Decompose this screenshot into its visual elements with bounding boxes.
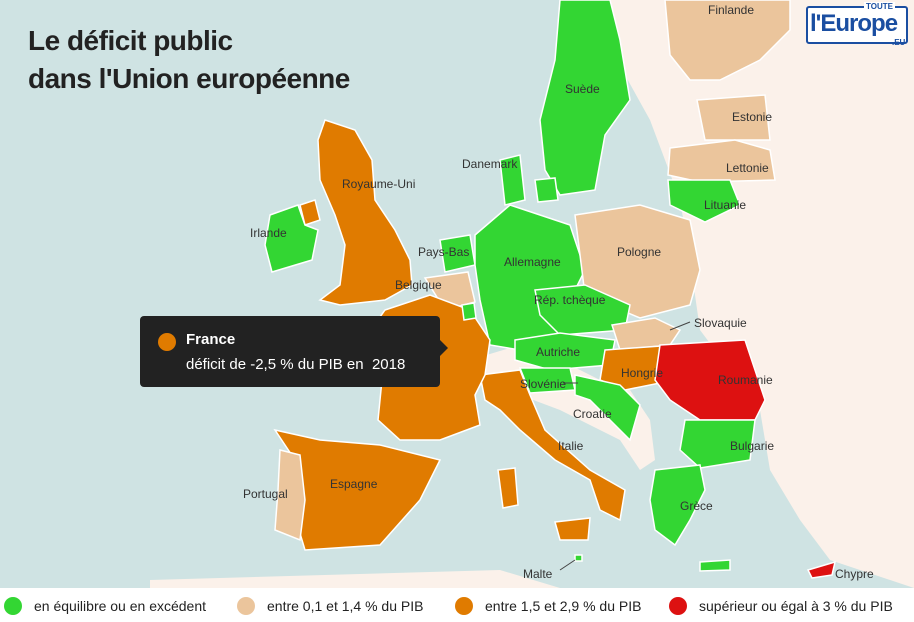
logo-word: l'Europe <box>810 10 898 37</box>
label-autriche: Autriche <box>536 345 580 359</box>
country-lettonie[interactable] <box>667 139 776 183</box>
label-suede: Suède <box>565 82 600 96</box>
country-suede[interactable] <box>539 0 631 196</box>
tooltip-color-dot <box>158 333 176 351</box>
label-malte: Malte <box>523 567 553 581</box>
label-lituanie: Lituanie <box>704 198 746 212</box>
country-estonie[interactable] <box>696 94 771 141</box>
country-portugal[interactable] <box>274 449 306 542</box>
callout-slovaquie <box>669 321 691 331</box>
country-royaume-uni[interactable] <box>317 119 413 306</box>
legend-item-eleve: supérieur ou égal à 3 % du PIB <box>669 596 893 616</box>
label-pays-bas: Pays-Bas <box>418 245 469 259</box>
label-chypre: Chypre <box>835 567 874 581</box>
label-belgique: Belgique <box>395 278 442 292</box>
page-title: Le déficit public dans l'Union européenn… <box>28 22 350 98</box>
country-danemark[interactable] <box>499 154 559 206</box>
label-slovenie: Slovénie <box>520 377 566 391</box>
label-royaume-uni: Royaume-Uni <box>342 177 415 191</box>
legend-label-moyen: entre 1,5 et 2,9 % du PIB <box>485 598 642 614</box>
label-slovaquie: Slovaquie <box>694 316 747 330</box>
label-estonie: Estonie <box>732 110 772 124</box>
country-luxembourg[interactable] <box>461 302 477 321</box>
country-italie[interactable] <box>479 369 626 541</box>
country-pologne[interactable] <box>574 204 701 319</box>
country-malte[interactable] <box>574 554 583 562</box>
legend-item-faible: entre 0,1 et 1,4 % du PIB <box>237 596 423 616</box>
country-bulgarie[interactable] <box>679 419 756 469</box>
land-non-eu-north <box>455 0 914 588</box>
legend-label-equilibre: en équilibre ou en excédent <box>34 598 207 614</box>
legend-dot-moyen <box>455 597 473 615</box>
country-lituanie[interactable] <box>667 179 741 223</box>
logo-toute: TOUTE <box>864 2 895 11</box>
logo-suffix: .EU <box>892 38 906 47</box>
label-bulgarie: Bulgarie <box>730 439 774 453</box>
legend-label-faible: entre 0,1 et 1,4 % du PIB <box>267 598 424 614</box>
label-rep-tcheque: Rép. tchèque <box>534 293 606 307</box>
label-lettonie: Lettonie <box>726 161 769 175</box>
country-grece[interactable] <box>649 464 731 572</box>
land-north-africa <box>150 570 560 588</box>
tooltip-pointer <box>440 340 448 356</box>
legend: en équilibre ou en excédent entre 0,1 et… <box>0 588 914 622</box>
toute-leurope-logo[interactable]: l'Europe TOUTE .EU <box>806 0 910 50</box>
europe-map: Finlande Suède Estonie Lettonie Lituanie… <box>150 0 914 588</box>
label-portugal: Portugal <box>243 487 288 501</box>
legend-dot-eleve <box>669 597 687 615</box>
label-danemark: Danemark <box>462 157 518 171</box>
title-line-1: Le déficit public <box>28 25 233 56</box>
country-croatie[interactable] <box>574 374 641 442</box>
callout-malte <box>559 559 576 571</box>
label-croatie: Croatie <box>573 407 612 421</box>
legend-dot-faible <box>237 597 255 615</box>
label-finlande: Finlande <box>708 3 754 17</box>
label-pologne: Pologne <box>617 245 661 259</box>
label-grece: Grèce <box>680 499 713 513</box>
legend-dot-equilibre <box>4 597 22 615</box>
label-irlande: Irlande <box>250 226 287 240</box>
tooltip-deficit-text: déficit de -2,5 % du PIB en 2018 <box>186 356 406 373</box>
legend-item-equilibre: en équilibre ou en excédent <box>4 596 206 616</box>
label-italie: Italie <box>558 439 584 453</box>
logo-box <box>806 6 908 44</box>
country-chypre[interactable] <box>806 560 837 579</box>
country-irlande[interactable] <box>264 204 319 273</box>
label-espagne: Espagne <box>330 477 378 491</box>
label-allemagne: Allemagne <box>504 255 561 269</box>
label-roumanie: Roumanie <box>718 373 773 387</box>
legend-label-eleve: supérieur ou égal à 3 % du PIB <box>699 598 893 614</box>
legend-item-moyen: entre 1,5 et 2,9 % du PIB <box>455 596 641 616</box>
country-slovaquie[interactable] <box>611 317 682 351</box>
tooltip-country-name: France <box>186 331 236 348</box>
country-tooltip: France déficit de -2,5 % du PIB en 2018 <box>140 316 448 387</box>
label-hongrie: Hongrie <box>621 366 663 380</box>
country-finlande[interactable] <box>664 0 791 81</box>
title-line-2: dans l'Union européenne <box>28 63 350 94</box>
